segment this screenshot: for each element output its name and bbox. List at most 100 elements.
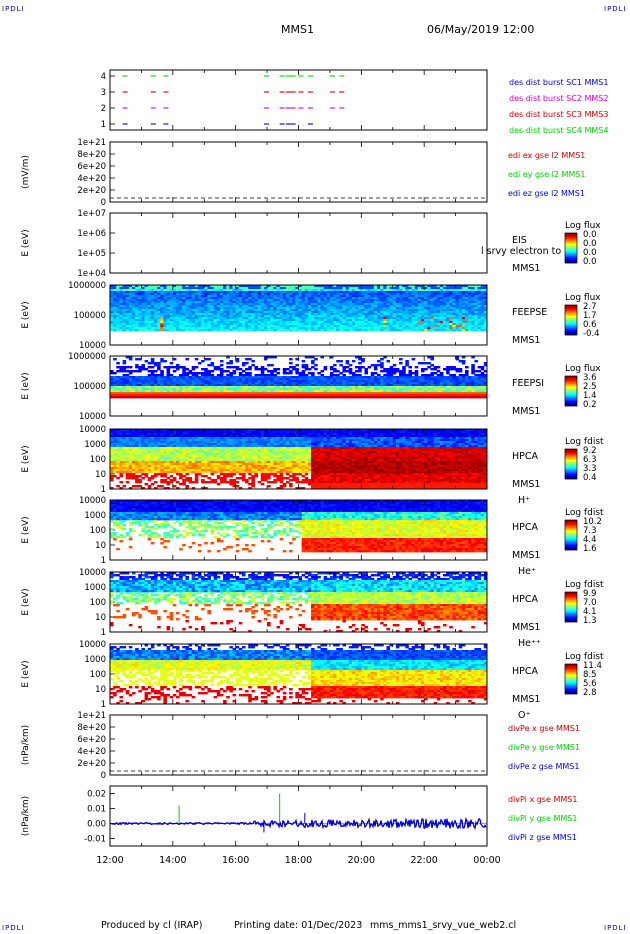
heatmap-cell [411, 285, 416, 288]
heatmap-cell [370, 374, 375, 377]
heatmap-cell [229, 303, 233, 306]
heatmap-cell [182, 396, 186, 399]
heatmap-cell [157, 299, 161, 302]
heatmap-cell [402, 287, 406, 290]
heatmap-cell [110, 384, 114, 387]
heatmap-cell [263, 392, 268, 395]
heatmap-cell [270, 327, 274, 330]
heatmap-cell [421, 309, 425, 312]
heatmap-cell [163, 287, 167, 290]
heatmap-cell [348, 293, 353, 296]
y-tick-label: 4 [101, 72, 106, 82]
heatmap-cell [480, 313, 485, 316]
heatmap-cell [185, 301, 189, 304]
heatmap-cell [307, 291, 312, 294]
heatmap-cell [377, 388, 381, 391]
heatmap-cell [110, 392, 114, 395]
heatmap-cell [270, 364, 274, 367]
heatmap-cell [465, 299, 469, 302]
heatmap-cell [380, 323, 384, 326]
heatmap-cell [160, 293, 164, 296]
spacecraft-label: MMS1 [512, 335, 540, 346]
heatmap-cell [421, 388, 425, 391]
heatmap-cell [135, 439, 139, 442]
heatmap-cell [314, 285, 318, 288]
heatmap-cell [408, 319, 412, 322]
heatmap-cell [122, 463, 127, 466]
heatmap-cell [141, 368, 145, 371]
heatmap-cell [399, 317, 403, 320]
heatmap-cell [373, 287, 378, 290]
heatmap-cell [483, 390, 488, 393]
heatmap-cell [480, 301, 485, 304]
heatmap-cell [110, 303, 114, 306]
heatmap-cell [424, 378, 428, 381]
heatmap-cell [452, 323, 456, 326]
heatmap-cell [216, 309, 221, 312]
heatmap-cell [345, 378, 350, 381]
heatmap-cell [179, 315, 183, 318]
heatmap-cell [138, 475, 142, 478]
heatmap-cell [201, 299, 205, 302]
heatmap-cell [405, 386, 409, 389]
heatmap-cell [125, 285, 130, 288]
heatmap-cell [157, 362, 161, 365]
heatmap-cell [452, 366, 456, 369]
heatmap-cell [455, 291, 460, 294]
heatmap-cell [461, 297, 466, 300]
heatmap-cell [446, 301, 450, 304]
heatmap-cell [414, 299, 419, 302]
heatmap-cell [430, 311, 434, 314]
heatmap-cell [226, 299, 230, 302]
heatmap-cell [248, 285, 252, 288]
heatmap-cell [135, 297, 139, 300]
heatmap-cell [285, 291, 290, 294]
heatmap-cell [436, 366, 441, 369]
heatmap-cell [128, 376, 133, 379]
heatmap-cell [169, 325, 174, 328]
heatmap-cell [119, 319, 123, 322]
heatmap-cell [251, 313, 255, 316]
heatmap-cell [128, 431, 133, 434]
heatmap-cell [361, 289, 365, 292]
heatmap-cell [348, 311, 353, 314]
heatmap-cell [364, 293, 369, 296]
heatmap-cell [245, 382, 249, 385]
heatmap-cell [477, 392, 482, 395]
heatmap-cell [113, 372, 117, 375]
heatmap-cell [166, 382, 171, 385]
heatmap-cell [263, 289, 268, 292]
heatmap-cell [458, 315, 463, 318]
heatmap-cell [113, 475, 117, 478]
heatmap-cell [439, 374, 444, 377]
heatmap-cell [179, 313, 183, 316]
heatmap-cell [138, 317, 142, 320]
heatmap-cell [153, 376, 158, 379]
heatmap-cell [169, 313, 174, 316]
heatmap-cell [461, 319, 466, 322]
heatmap-cell [380, 329, 384, 332]
heatmap-cell [185, 378, 189, 381]
heatmap-cell [216, 295, 221, 298]
heatmap-cell [383, 396, 387, 399]
heatmap-cell [443, 295, 447, 298]
heatmap-cell [449, 295, 453, 298]
heatmap-cell [336, 378, 340, 381]
heatmap-cell [210, 309, 215, 312]
heatmap-cell [345, 299, 350, 302]
heatmap-cell [188, 305, 193, 308]
heatmap-cell [128, 380, 133, 383]
heatmap-cell [458, 295, 463, 298]
heatmap-cell [304, 313, 309, 316]
heatmap-cell [295, 285, 299, 288]
heatmap-cell [229, 374, 233, 377]
heatmap-cell [304, 319, 309, 322]
heatmap-cell [399, 390, 403, 393]
heatmap-cell [191, 305, 196, 308]
heatmap-cell [483, 295, 488, 298]
heatmap-cell [110, 305, 114, 308]
heatmap-cell [188, 329, 193, 332]
heatmap-cell [279, 287, 284, 290]
heatmap-cell [474, 303, 478, 306]
heatmap-cell [110, 441, 114, 444]
